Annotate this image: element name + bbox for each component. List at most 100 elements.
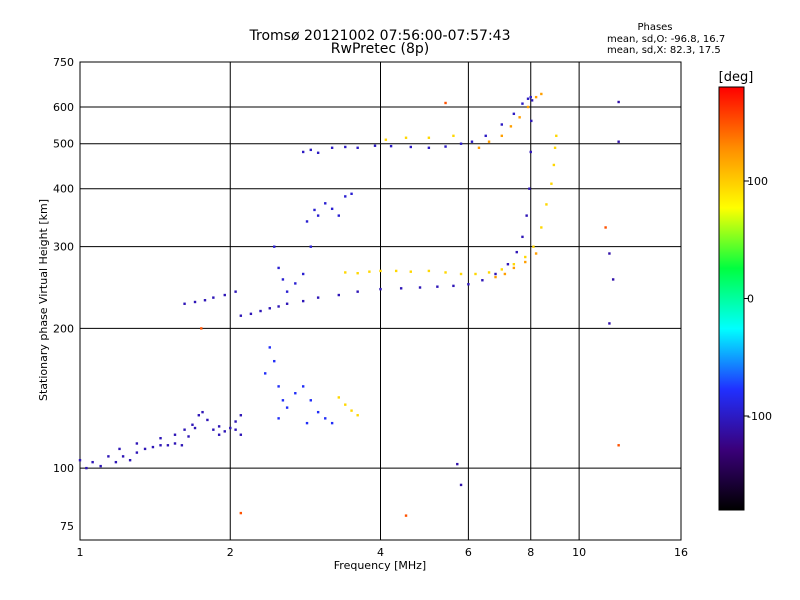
data-point <box>114 460 118 464</box>
data-point <box>281 278 285 281</box>
data-point <box>379 287 382 291</box>
data-point <box>545 203 548 206</box>
data-point <box>526 105 530 109</box>
data-point <box>99 464 102 468</box>
data-point <box>277 266 280 270</box>
data-point <box>452 284 455 288</box>
data-point <box>273 359 276 363</box>
data-point <box>500 268 504 271</box>
data-point <box>305 220 309 223</box>
data-point <box>316 214 320 217</box>
data-point <box>309 148 312 152</box>
data-point <box>212 296 215 299</box>
data-point <box>389 144 393 148</box>
data-point <box>456 462 459 466</box>
data-point <box>512 112 516 116</box>
y-tick-label: 300 <box>53 241 74 254</box>
grid-lines <box>80 62 681 540</box>
x-tick-label: 2 <box>227 546 234 559</box>
data-point <box>409 270 412 273</box>
data-point <box>234 290 237 293</box>
data-point <box>518 116 521 119</box>
data-point <box>525 214 528 217</box>
data-point <box>356 414 359 417</box>
data-point <box>512 263 516 266</box>
data-point <box>394 269 398 273</box>
data-point <box>259 309 262 313</box>
data-point <box>344 145 347 149</box>
data-point <box>524 255 527 259</box>
data-point <box>526 97 530 100</box>
data-point <box>470 140 474 143</box>
data-point <box>534 95 538 99</box>
data-point <box>427 269 431 273</box>
data-point <box>368 270 371 273</box>
data-point <box>484 134 487 138</box>
data-point <box>617 100 620 104</box>
data-point <box>223 293 226 297</box>
data-point <box>249 312 253 316</box>
data-point <box>524 260 527 264</box>
data-point <box>239 433 243 436</box>
y-tick-label: 400 <box>53 183 74 196</box>
data-point <box>309 245 312 248</box>
data-point <box>552 163 556 167</box>
data-point <box>617 140 620 143</box>
x-tick-labels: 1 2 4 6 8 10 16 <box>77 546 689 559</box>
x-tick-label: 4 <box>377 546 384 559</box>
data-point <box>337 214 341 217</box>
data-point <box>121 455 125 458</box>
data-point <box>277 417 280 420</box>
data-point <box>521 102 524 105</box>
data-point <box>427 146 431 149</box>
data-point <box>528 187 531 190</box>
data-point <box>487 140 491 143</box>
data-point <box>459 272 463 276</box>
data-point <box>173 442 177 445</box>
data-point <box>344 403 347 406</box>
y-axis-label: Stationary phase Virtual Height [km] <box>37 199 50 401</box>
data-point <box>200 327 203 330</box>
data-point <box>191 423 194 426</box>
data-point <box>444 145 447 148</box>
data-point <box>500 123 504 126</box>
data-point <box>330 207 334 211</box>
data-point <box>305 421 309 425</box>
y-tick-label: 75 <box>60 520 74 533</box>
data-point <box>239 511 243 515</box>
data-point <box>268 346 271 349</box>
data-point <box>197 414 201 417</box>
data-point <box>159 444 162 447</box>
data-point <box>285 302 289 305</box>
colorbar-tick-label: -100 <box>747 410 772 423</box>
data-point <box>427 136 431 139</box>
data-point <box>521 235 524 239</box>
data-point <box>452 134 455 138</box>
data-point <box>313 208 316 212</box>
data-point <box>399 287 403 290</box>
data-point <box>239 314 243 317</box>
colorbar-ticks: 100 0 -100 <box>744 175 772 423</box>
data-point <box>608 252 611 255</box>
data-point <box>373 144 377 147</box>
y-tick-label: 200 <box>53 322 74 335</box>
chart-title: Tromsø 20121002 07:56:00-07:57:43 <box>249 28 511 44</box>
data-point <box>234 420 237 423</box>
data-point <box>467 283 470 286</box>
data-point <box>201 410 204 414</box>
data-point <box>512 266 516 270</box>
data-point <box>183 302 186 305</box>
x-tick-label: 10 <box>572 546 586 559</box>
data-point <box>436 285 439 288</box>
chart-subtitle: RwPretec (8p) <box>331 41 429 57</box>
data-point <box>151 445 155 449</box>
data-point <box>330 146 334 149</box>
data-point <box>285 290 289 293</box>
data-point <box>356 272 359 275</box>
data-point <box>234 428 237 431</box>
data-point <box>206 418 209 422</box>
data-point <box>324 202 327 205</box>
data-point <box>229 426 232 430</box>
data-point <box>316 410 320 414</box>
data-point <box>418 286 422 289</box>
